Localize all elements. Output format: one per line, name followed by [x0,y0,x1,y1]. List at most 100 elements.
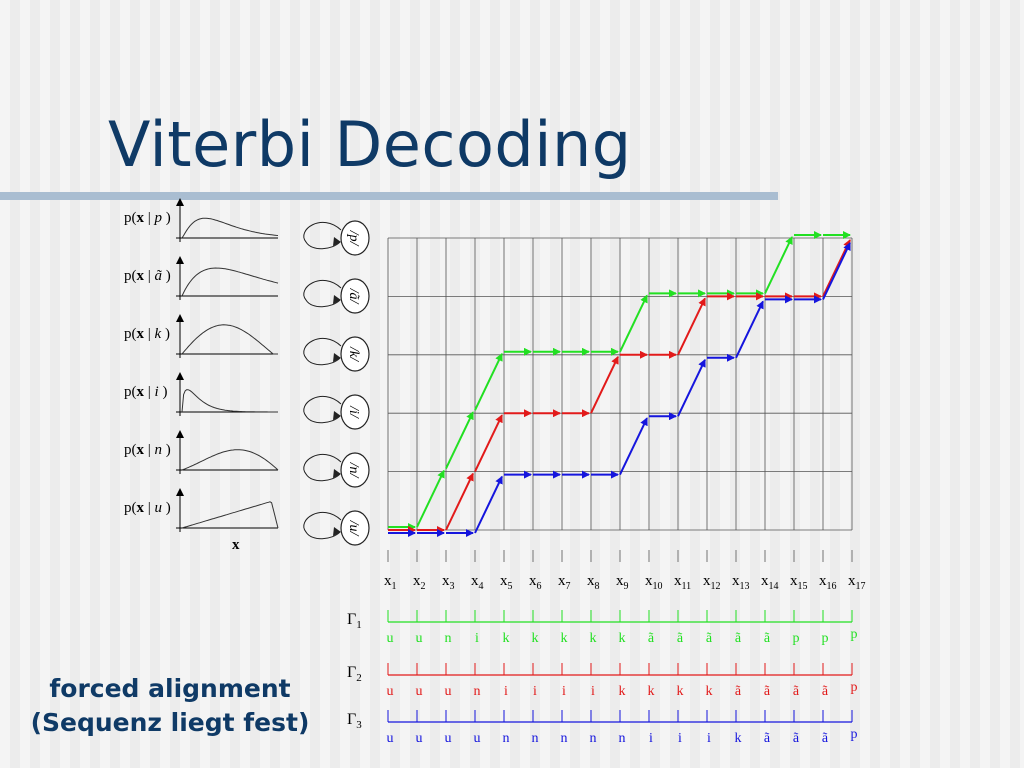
state-label: /ã/ [346,288,361,305]
emission-curve [181,324,278,355]
path-segment [474,414,503,473]
emission-5: p(x | n ) [124,430,279,474]
frame-label: x4 [471,573,484,592]
path-segment [677,297,706,356]
sequence-label: i [533,684,537,699]
title-underline [0,192,778,200]
frame-label: x9 [616,573,629,592]
frame-label: x12 [703,573,721,592]
self-loop-arrowhead [333,469,341,478]
sequence-label: u [445,731,452,746]
frame-labels: x1 x2 x3 x4 x5 x6 x7 x8 x9 x10 x11 x12 x13 x14 x15 x16 x… [384,573,866,592]
sequence-label: n [619,731,626,746]
emission-y-arrow [176,314,184,322]
emission-2: p(x | ã ) [124,256,279,300]
self-loop-arrow [303,279,342,308]
emission-y-arrow [176,198,184,206]
sequence-label: u [387,731,394,746]
emission-label: p(x | u ) [124,500,171,516]
sequence-label: u [416,731,423,746]
sequence-label: k [677,684,684,699]
sequence-label: u [387,631,394,646]
emission-y-arrow [176,430,184,438]
sequence-label: i [591,684,595,699]
emission-label: p(x | p ) [124,210,171,226]
path-green [388,231,851,531]
sequence-label: ã [764,731,771,746]
sequence-label: i [504,684,508,699]
self-loop-arrowhead [333,237,341,246]
caption-line-2: (Sequenz liegt fest) [30,708,310,737]
state-node-2: /ã/ [303,278,370,314]
sequence-label: n [445,631,452,646]
x-axis-label: x [232,537,240,553]
self-loop-arrowhead [333,295,341,304]
emission-3: p(x | k ) [124,314,278,358]
sequence-label: i [562,684,566,699]
trellis-grid [387,237,853,562]
emission-1: p(x | p ) [124,198,279,242]
frame-label: x14 [761,573,779,592]
path-segment [822,242,851,300]
sequence-label: k [561,631,568,646]
sequence-label: ã [764,684,771,699]
self-loop-arrowhead [333,353,341,362]
path-red [388,239,851,534]
sequence-label: ã [677,631,684,646]
frame-label: x3 [442,573,455,592]
emission-curve [181,267,279,297]
emission-curve [181,217,279,239]
state-circle [340,510,370,546]
path-segment [619,294,648,353]
frame-label: x6 [529,573,542,592]
path-segment [822,239,851,297]
path-segment [764,236,793,294]
sequence-label: n [590,731,597,746]
frame-label: x1 [384,573,397,592]
path-segment [619,417,648,476]
state-label: /u/ [346,520,361,537]
emission-6: p(x | u ) [124,488,279,532]
sequence-label: p [822,631,829,646]
sequence-name: Γ1 [347,611,362,631]
sequence-red: Γ2 u u u n i i i i k k k k ã ã ã ã p [347,663,858,699]
path-segment [445,472,474,531]
state-circle [340,394,370,430]
emission-label: p(x | k ) [124,326,170,342]
sequence-green: Γ1 u u n i k k k k k ã ã ã ã ã p p p [347,610,858,646]
state-node-4: /i/ [303,394,370,430]
self-loop-arrow [303,221,342,250]
sequence-label: n [561,731,568,746]
state-label: /i/ [346,405,361,419]
self-loop-arrow [303,453,342,482]
state-circle [340,336,370,372]
hmm-states: /p/ /ã/ /k/ /i/ /n/ /u/ [303,220,370,546]
state-circle [340,452,370,488]
sequence-blue: Γ3 u u u u n n n n n i i i k ã ã ã p [347,710,858,746]
sequence-label: i [707,731,711,746]
self-loop-arrow [303,511,342,540]
emission-y-arrow [176,488,184,496]
emission-label: p(x | i ) [124,384,167,400]
sequence-label: k [735,731,742,746]
sequence-name: Γ3 [347,711,362,731]
frame-label: x16 [819,573,837,592]
sequence-name: Γ2 [347,664,362,684]
self-loop-arrow [303,337,342,366]
sequence-label: k [532,631,539,646]
frame-label: x10 [645,573,663,592]
emission-curve [181,389,278,413]
sequence-label: ã [648,631,655,646]
path-segment [735,300,764,359]
frame-label: x11 [674,573,691,592]
sequence-label: ã [793,684,800,699]
frame-label: x17 [848,573,866,592]
emission-label: p(x | n ) [124,442,171,458]
sequence-label: n [474,684,481,699]
sequence-label: n [503,731,510,746]
alignment-paths [388,231,851,537]
sequence-label: u [474,731,481,746]
state-node-1: /p/ [303,220,370,256]
sequence-label: p [851,680,858,695]
